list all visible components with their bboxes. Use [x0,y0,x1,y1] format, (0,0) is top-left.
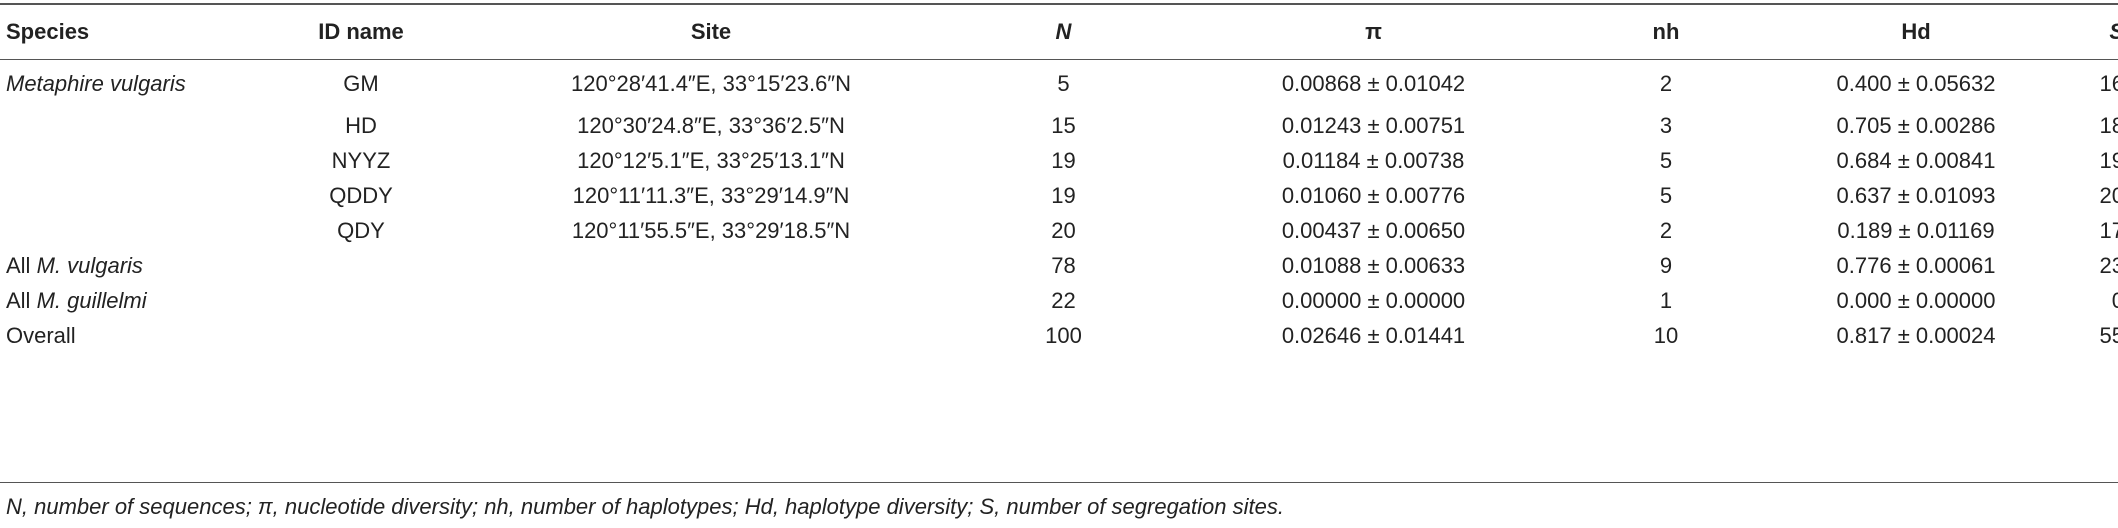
cell-hd: 0.189 ± 0.01169 [1837,217,1995,243]
bottom-rule [0,482,2118,483]
table-row: QDDY 120°11′11.3″E, 33°29′14.9″N 19 0.01060… [0,178,2118,213]
header-id-name: ID name [318,18,404,44]
cell-pi: 0.00868 ± 0.01042 [1281,71,1466,96]
cell-species [0,143,256,178]
cell-nh: 2 [1659,217,1673,243]
cell-n: 20 [1051,217,1076,243]
table-row: NYYZ 120°12′5.1″E, 33°25′13.1″N 19 0.01184 … [0,143,2118,178]
cell-id-name [256,248,466,283]
header-n: N [1055,18,1072,44]
cell-s: 55 [2099,322,2118,348]
header-hd: Hd [1901,18,1931,44]
cell-species [0,178,256,213]
cell-nh: 3 [1659,112,1673,138]
cell-pi: 0.00000 ± 0.00000 [1281,287,1466,313]
cell-s: 20 [2099,182,2118,208]
cell-n: 15 [1051,112,1076,138]
cell-nh: 9 [1659,252,1673,278]
table-body: Metaphire vulgaris GM 120°28′41.4″E, 33°15… [0,60,2118,353]
cell-nh: 5 [1659,182,1673,208]
cell-id-name [256,283,466,318]
header-species: Species [6,18,90,44]
species-italic: M. guillelmi [36,287,147,313]
cell-id-name: QDDY [329,182,393,208]
cell-species: Overall [0,318,256,353]
cell-n: 100 [1045,322,1082,348]
cell-species: All M. vulgaris [0,248,256,283]
species-italic: M. vulgaris [36,252,143,278]
header-rule [0,59,2118,60]
header-row: Species ID name Site N π nh Hd S [0,3,2118,60]
table-row: Overall 100 0.02646 ± 0.01441 10 0.817 ± 0.0… [0,318,2118,353]
cell-hd: 0.705 ± 0.00286 [1836,112,1996,138]
cell-nh: 5 [1659,147,1673,173]
cell-s: 18 [2099,112,2118,138]
cell-s: 23 [2099,252,2118,278]
cell-species: All M. guillelmi [0,283,256,318]
cell-s: 16 [2099,71,2118,96]
cell-hd: 0.684 ± 0.00841 [1836,147,1996,173]
species-italic: Metaphire vulgaris [6,71,186,96]
cell-species [0,108,256,143]
cell-id-name: GM [343,71,379,96]
cell-site [466,283,956,318]
cell-site: 120°30′24.8″E, 33°36′2.5″N [577,112,845,138]
header-pi: π [1365,18,1382,44]
cell-nh: 10 [1653,322,1679,348]
cell-n: 22 [1051,287,1076,313]
cell-site: 120°11′55.5″E, 33°29′18.5″N [571,217,851,243]
cell-pi: 0.01088 ± 0.00633 [1281,252,1466,278]
cell-nh: 1 [1659,287,1673,313]
table-row: All M. vulgaris 78 0.01088 ± 0.00633 9 0.776… [0,248,2118,283]
cell-site: 120°12′5.1″E, 33°25′13.1″N [577,147,845,173]
cell-pi: 0.01243 ± 0.00751 [1281,112,1466,138]
cell-id-name: NYYZ [331,147,391,173]
cell-n: 19 [1051,147,1076,173]
cell-id-name: QDY [337,217,385,243]
table-row: All M. guillelmi 22 0.00000 ± 0.00000 1 0.00… [0,283,2118,318]
table-row: QDY 120°11′55.5″E, 33°29′18.5″N 20 0.00437 … [0,213,2118,248]
cell-pi: 0.00437 ± 0.00650 [1281,217,1466,243]
cell-id-name [256,318,466,353]
cell-hd: 0.776 ± 0.00061 [1836,252,1996,278]
cell-site: 120°11′11.3″E, 33°29′14.9″N [572,182,850,208]
cell-site [466,248,956,283]
table-row: HD 120°30′24.8″E, 33°36′2.5″N 15 0.01243 ± … [0,108,2118,143]
cell-id-name: HD [345,112,377,138]
species-prefix: All [6,252,37,278]
cell-pi: 0.01060 ± 0.00776 [1281,182,1466,208]
cell-pi: 0.01184 ± 0.00738 [1282,147,1465,173]
cell-s: 0 [2111,287,2118,313]
cell-hd: 0.637 ± 0.01093 [1836,182,1996,208]
cell-hd: 0.400 ± 0.05632 [1836,71,1996,96]
header-s: S [2076,3,2118,60]
species-prefix: Overall [6,322,76,348]
species-prefix: All [6,287,37,313]
cell-species: Metaphire vulgaris [0,60,256,108]
cell-pi: 0.02646 ± 0.01441 [1281,322,1466,348]
cell-hd: 0.817 ± 0.00024 [1836,322,1996,348]
header-site: Site [690,18,732,44]
cell-n: 5 [1057,71,1070,96]
cell-n: 78 [1051,252,1076,278]
header-nh: nh [1652,18,1680,44]
cell-n: 19 [1051,182,1076,208]
cell-s: 19 [2099,147,2118,173]
cell-hd: 0.000 ± 0.00000 [1836,287,1996,313]
cell-species [0,213,256,248]
cell-s: 17 [2099,217,2118,243]
diversity-table: Species ID name Site N π nh Hd S Metaphi… [0,3,2118,353]
top-rule [0,3,2118,5]
cell-site: 120°28′41.4″E, 33°15′23.6″N [571,71,851,96]
cell-nh: 2 [1659,71,1673,96]
table-footnote: N, number of sequences; π, nucleotide di… [6,494,1284,519]
cell-site [466,318,956,353]
table-row: Metaphire vulgaris GM 120°28′41.4″E, 33°15… [0,60,2118,108]
